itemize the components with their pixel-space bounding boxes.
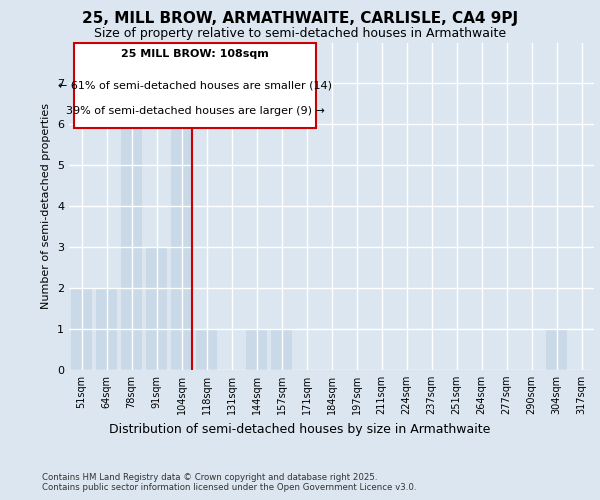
Text: ← 61% of semi-detached houses are smaller (14): ← 61% of semi-detached houses are smalle…	[58, 80, 332, 90]
Y-axis label: Number of semi-detached properties: Number of semi-detached properties	[41, 104, 52, 309]
Text: Contains HM Land Registry data © Crown copyright and database right 2025.
Contai: Contains HM Land Registry data © Crown c…	[42, 472, 416, 492]
Bar	[71, 288, 92, 370]
Text: Distribution of semi-detached houses by size in Armathwaite: Distribution of semi-detached houses by …	[109, 422, 491, 436]
Text: 25, MILL BROW, ARMATHWAITE, CARLISLE, CA4 9PJ: 25, MILL BROW, ARMATHWAITE, CARLISLE, CA…	[82, 12, 518, 26]
Bar	[546, 329, 567, 370]
Text: 25 MILL BROW: 108sqm: 25 MILL BROW: 108sqm	[121, 49, 269, 59]
Bar	[171, 124, 192, 370]
Bar	[146, 247, 167, 370]
Bar	[246, 329, 267, 370]
Bar	[196, 329, 217, 370]
FancyBboxPatch shape	[74, 42, 316, 127]
Bar	[271, 329, 292, 370]
Text: 39% of semi-detached houses are larger (9) →: 39% of semi-detached houses are larger (…	[65, 106, 325, 117]
Text: Size of property relative to semi-detached houses in Armathwaite: Size of property relative to semi-detach…	[94, 28, 506, 40]
Bar	[96, 288, 117, 370]
Bar	[121, 84, 142, 370]
